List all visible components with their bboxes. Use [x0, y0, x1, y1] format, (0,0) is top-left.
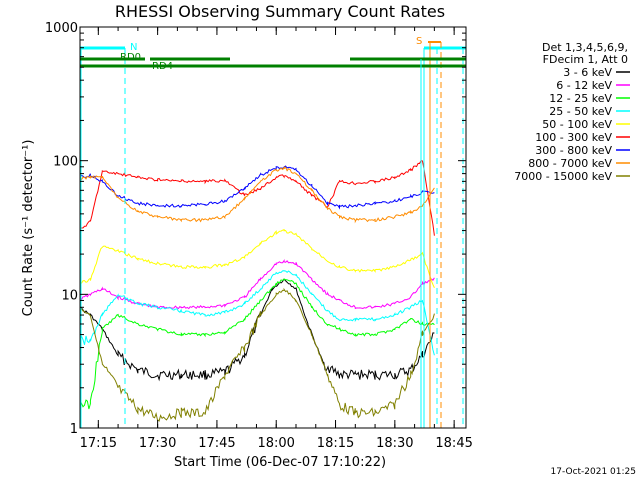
plot-frame [79, 26, 467, 429]
x-tick-label: 17:15 [80, 436, 117, 451]
y-tick-label: 1000 [45, 21, 78, 36]
series-line [80, 165, 435, 224]
legend: Det 1,3,4,5,6,9, FDecim 1, Att 0 3 - 6 k… [514, 41, 630, 183]
chart-title: RHESSI Observing Summary Count Rates [115, 2, 445, 21]
series-line [80, 165, 435, 210]
x-tick-label: 17:45 [198, 436, 235, 451]
legend-label: 100 - 300 keV [535, 131, 612, 144]
x-tick-label: 18:45 [435, 436, 472, 451]
legend-label: 50 - 100 keV [542, 118, 612, 131]
legend-label: 800 - 7000 keV [528, 157, 612, 170]
series-line [80, 278, 435, 410]
x-tick-label: 18:30 [376, 436, 413, 451]
series-line [80, 259, 435, 310]
y-tick-label: 10 [61, 288, 78, 303]
y-tick-label: 100 [53, 155, 78, 170]
x-tick-label: 18:15 [317, 436, 354, 451]
x-tick-label: 17:30 [139, 436, 176, 451]
annotation-label: S [416, 36, 422, 47]
y-tick-label: 1 [70, 422, 78, 437]
legend-label: 300 - 800 keV [535, 144, 612, 157]
series-line [80, 270, 435, 356]
series-line [80, 287, 435, 422]
legend-header-1: Det 1,3,4,5,6,9, [542, 41, 628, 54]
x-tick-label: 18:00 [257, 436, 294, 451]
y-axis: 1 10 100 1000 [45, 21, 466, 437]
annotation-label: RD0 [120, 52, 141, 63]
x-axis: 17:15 17:30 17:45 18:00 18:15 18:30 18:45 [80, 27, 473, 451]
legend-label: 12 - 25 keV [549, 92, 612, 105]
legend-label: 25 - 50 keV [549, 105, 612, 118]
legend-label: 7000 - 15000 keV [514, 170, 612, 183]
annotation-label: RD4 [152, 61, 173, 72]
legend-header-2: FDecim 1, Att 0 [543, 53, 628, 66]
series-line [80, 228, 435, 289]
series-layer [80, 160, 435, 422]
annotation-label: N [130, 42, 137, 53]
legend-label: 6 - 12 keV [556, 79, 612, 92]
series-line [80, 278, 435, 382]
timestamp: 17-Oct-2021 01:25 [551, 467, 636, 477]
legend-label: 3 - 6 keV [563, 66, 612, 79]
x-axis-label: Start Time (06-Dec-07 17:10:22) [174, 455, 386, 470]
series-line [80, 160, 435, 236]
y-axis-label: Count Rate (s⁻¹ detector⁻¹) [21, 140, 36, 317]
